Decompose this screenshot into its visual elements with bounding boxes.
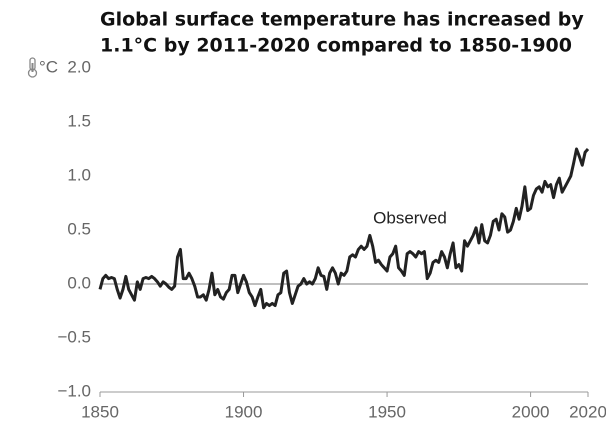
- y-tick-label: −1.0: [57, 381, 91, 400]
- y-axis-label: °C: [39, 57, 58, 76]
- data-line: [98, 147, 590, 310]
- thermometer-icon: [27, 57, 38, 78]
- x-tick-label: 1900: [225, 402, 263, 421]
- chart-title: Global surface temperature has increased…: [100, 9, 584, 31]
- y-tick-label: 0.0: [67, 273, 91, 292]
- y-tick-label: −0.5: [57, 327, 91, 346]
- chart-title: 1.1°C by 2011-2020 compared to 1850-1900: [100, 35, 572, 57]
- x-tick-label: 2000: [512, 402, 550, 421]
- y-tick-label: 1.5: [67, 111, 91, 130]
- y-tick-label: 2.0: [67, 57, 91, 76]
- x-tick-label: 2020: [569, 402, 606, 421]
- x-tick-label: 1950: [368, 402, 406, 421]
- annotation: Observed: [373, 208, 447, 227]
- x-tick-label: 1850: [81, 402, 119, 421]
- y-tick-label: 1.0: [67, 165, 91, 184]
- y-tick-label: 0.5: [67, 219, 91, 238]
